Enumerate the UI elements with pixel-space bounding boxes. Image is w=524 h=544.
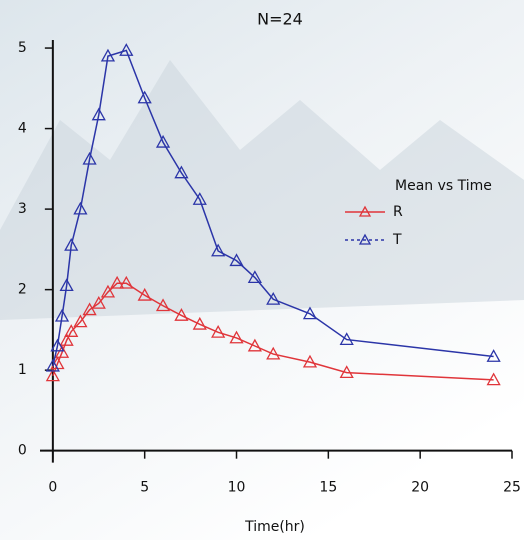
data-point: [486, 372, 501, 386]
y-tick-label: 0: [18, 443, 27, 459]
x-axis-label: Time(hr): [244, 519, 305, 535]
legend-marker: [358, 205, 372, 217]
x-tick-label: 5: [140, 480, 149, 496]
data-point: [247, 270, 262, 284]
x-tick-label: 0: [48, 480, 57, 496]
y-tick-label: 3: [18, 201, 27, 217]
data-point: [302, 306, 318, 320]
data-point: [73, 314, 88, 328]
data-point: [192, 316, 207, 330]
data-point: [82, 151, 97, 165]
data-point: [155, 298, 171, 312]
data-point: [59, 333, 74, 346]
mountain-backdrop: [0, 60, 524, 320]
data-point: [266, 346, 281, 360]
y-tick-label: 4: [18, 121, 27, 137]
chart-title: N=24: [257, 10, 303, 29]
data-point: [247, 338, 262, 352]
data-point: [119, 43, 134, 56]
data-point: [302, 354, 318, 368]
x-tick-label: 25: [503, 480, 521, 496]
data-point: [73, 201, 88, 215]
data-point: [59, 278, 74, 292]
data-point: [119, 275, 134, 289]
data-point: [110, 275, 125, 289]
data-point: [54, 345, 70, 358]
data-point: [174, 308, 189, 321]
data-point: [211, 324, 226, 338]
data-point: [91, 295, 106, 309]
data-point: [229, 253, 244, 267]
legend-label: R: [393, 204, 403, 220]
data-point: [339, 332, 354, 346]
y-tick-label: 5: [18, 40, 27, 56]
data-point: [54, 308, 70, 322]
data-point: [174, 165, 189, 179]
data-point: [211, 243, 226, 257]
data-point: [45, 358, 60, 372]
data-point: [137, 90, 152, 104]
legend-title: Mean vs Time: [395, 178, 492, 194]
data-point: [266, 291, 281, 305]
data-point: [137, 287, 152, 301]
data-point: [192, 192, 207, 205]
data-point: [339, 365, 354, 379]
x-tick-label: 15: [319, 480, 337, 496]
legend-marker: [358, 233, 372, 245]
data-point: [486, 349, 501, 362]
data-point: [64, 324, 79, 337]
data-point: [45, 368, 60, 382]
data-point: [100, 284, 116, 298]
y-tick-label: 2: [18, 282, 27, 298]
data-point: [91, 107, 106, 121]
data-point: [229, 330, 244, 344]
data-point: [64, 238, 79, 251]
y-tick-label: 1: [18, 362, 27, 378]
data-point: [155, 134, 171, 148]
x-tick-label: 10: [228, 480, 246, 496]
data-point: [50, 338, 65, 352]
series-line: [52, 49, 494, 367]
legend-label: T: [392, 232, 402, 248]
data-point: [100, 48, 116, 62]
data-point: [82, 302, 97, 316]
x-tick-label: 20: [411, 480, 429, 496]
